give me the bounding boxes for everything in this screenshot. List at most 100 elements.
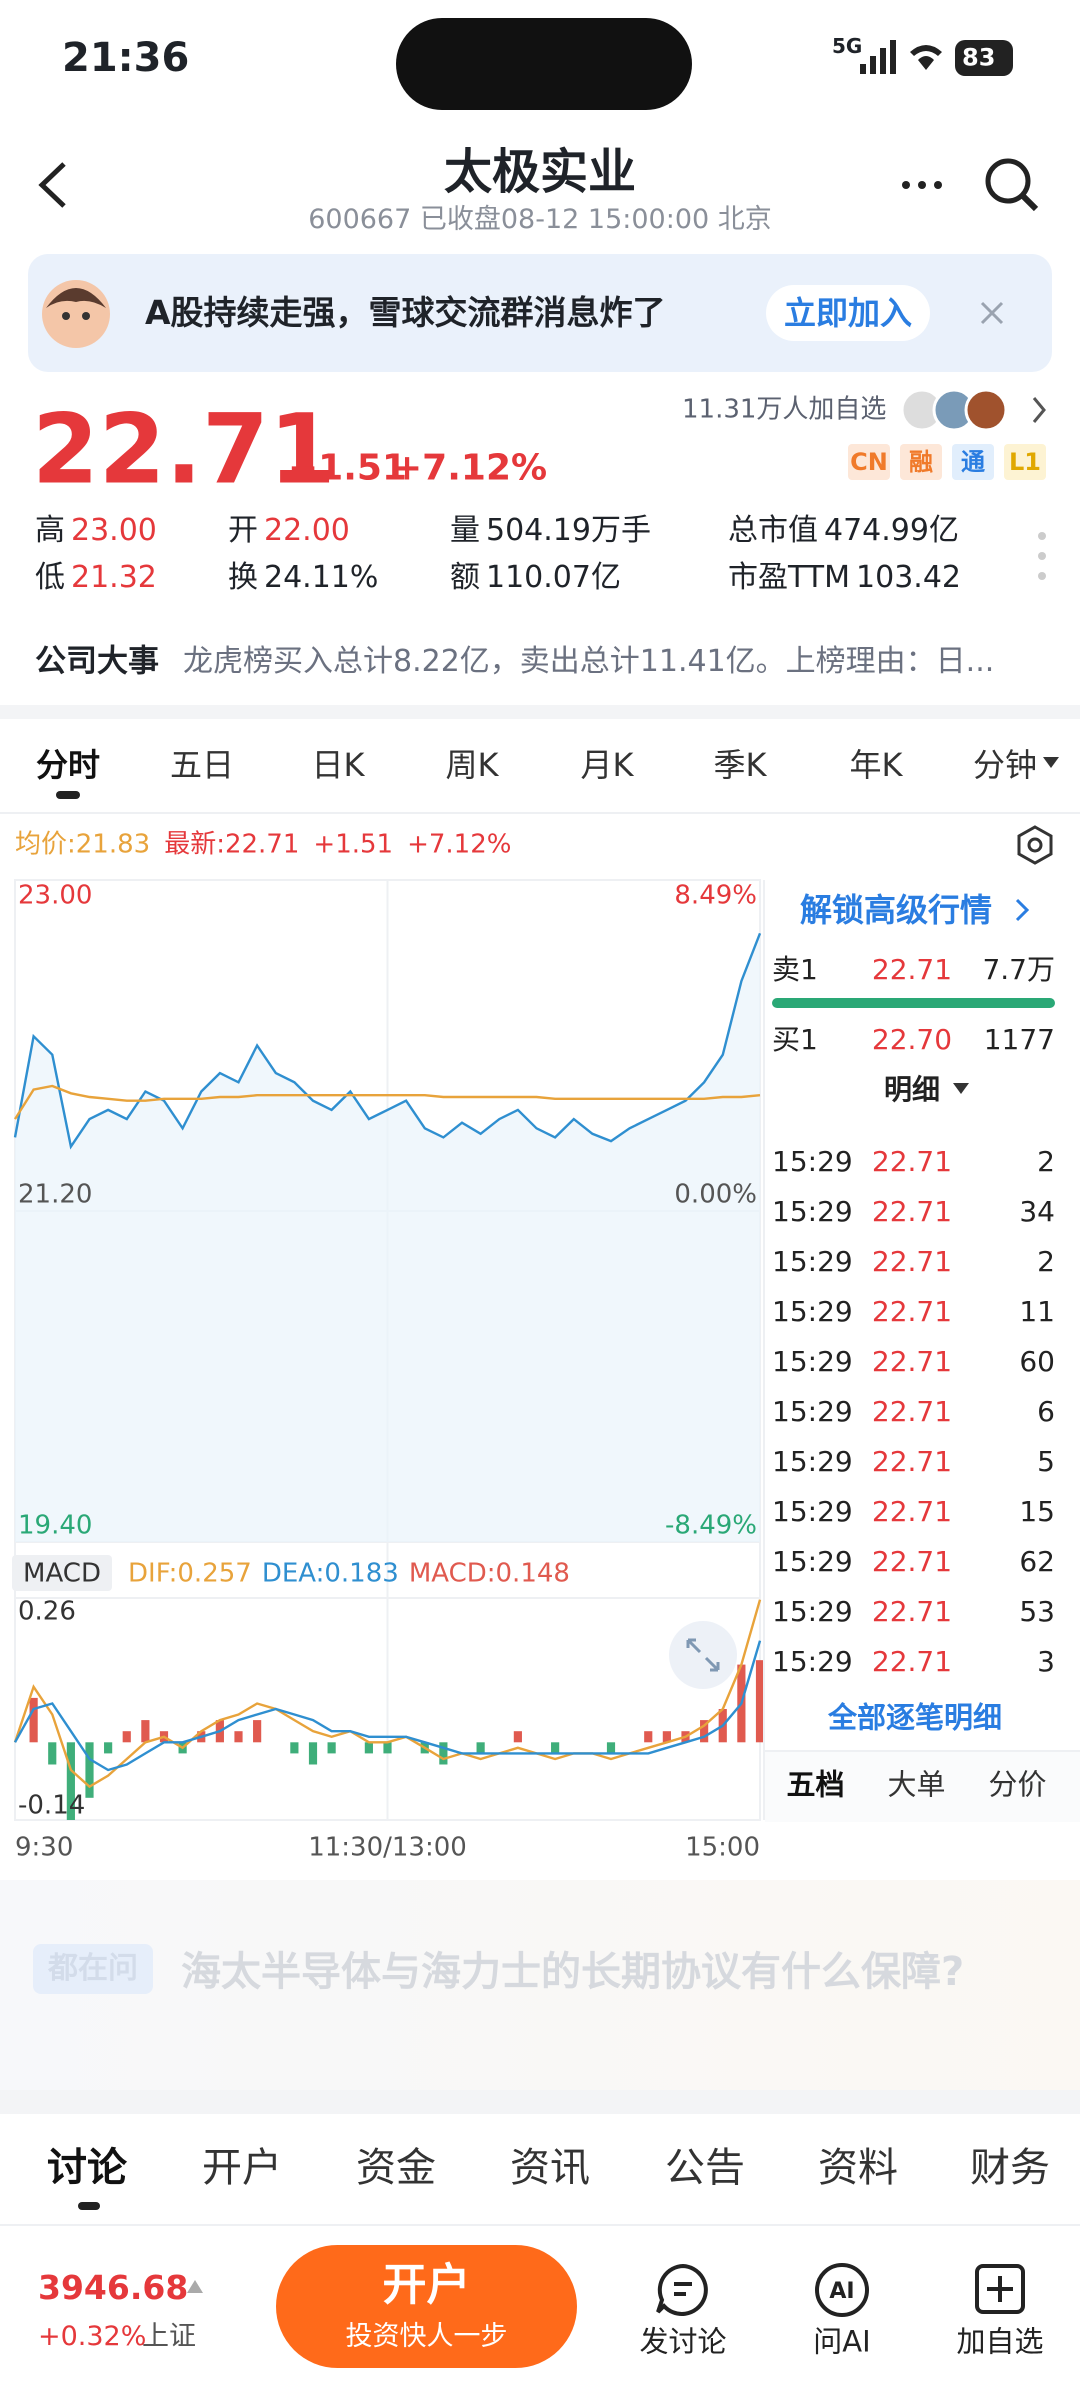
depth-bar xyxy=(772,998,1055,1008)
level-volume: 7.7万 xyxy=(982,953,1055,987)
trade-time: 15:29 xyxy=(772,1145,853,1179)
macd-line xyxy=(13,1599,762,1789)
stat-value: 22.00 xyxy=(264,513,350,548)
more-button[interactable] xyxy=(898,175,948,195)
signal-icons xyxy=(860,40,942,74)
action-label[interactable]: 加自选 xyxy=(956,2324,1044,2359)
trade-time: 15:29 xyxy=(772,1195,853,1229)
trade-price: 22.71 xyxy=(871,1445,953,1479)
trade-volume: 53 xyxy=(1019,1595,1055,1629)
trade-volume: 60 xyxy=(1019,1345,1055,1379)
macd-bar xyxy=(383,1742,392,1754)
banner-close[interactable] xyxy=(978,299,1006,327)
stat-label: 量 xyxy=(450,513,480,548)
open-account-sub[interactable]: 投资快人一步 xyxy=(345,2320,508,2352)
macd-bar xyxy=(253,1720,262,1743)
macd-bar xyxy=(606,1742,616,1754)
trade-time: 15:29 xyxy=(772,1245,853,1279)
period-tab[interactable]: 月K xyxy=(580,745,634,784)
macd-bar xyxy=(66,1742,75,1820)
unlock-link[interactable]: 解锁高级行情 xyxy=(800,890,993,929)
legend-entry: DEA:0.183 xyxy=(262,1559,399,1589)
expand-button[interactable] xyxy=(668,1620,738,1690)
stat-label: 市盈TTM xyxy=(728,560,851,595)
open-account-button[interactable] xyxy=(276,2245,577,2368)
macd-bar xyxy=(439,1742,448,1765)
stat-value: 474.99亿 xyxy=(824,513,959,548)
all-detail-link[interactable]: 全部逐笔明细 xyxy=(827,1700,1002,1735)
event-text[interactable]: 龙虎榜买入总计8.22亿，卖出总计11.41亿。上榜理由：日... xyxy=(183,644,995,679)
y-tick-label: 0.26 xyxy=(18,1597,76,1627)
trade-time: 15:29 xyxy=(772,1645,853,1679)
detail-arrow xyxy=(953,1083,969,1094)
search-button[interactable] xyxy=(982,155,1042,215)
trade-volume: 2 xyxy=(1037,1245,1055,1279)
ask-question[interactable]: 海太半导体与海力士的长期协议有什么保障? xyxy=(181,1949,965,1995)
separator xyxy=(0,2090,1080,2114)
dynamic-island xyxy=(396,18,692,110)
section-tab[interactable]: 资讯 xyxy=(510,2145,590,2191)
stat-value: 110.07亿 xyxy=(486,560,621,595)
stat-value: 21.32 xyxy=(71,560,157,595)
action-label[interactable]: 问AI xyxy=(813,2324,871,2359)
book-tab[interactable]: 大单 xyxy=(887,1767,946,1802)
trade-volume: 34 xyxy=(1019,1195,1055,1229)
banner-text: A股持续走强，雪球交流群消息炸了 xyxy=(145,293,666,333)
period-tab[interactable]: 分时 xyxy=(35,745,100,784)
battery xyxy=(955,40,1013,76)
indicator-label: MACD xyxy=(23,1559,101,1589)
period-tab[interactable]: 季K xyxy=(713,745,767,784)
macd-bar xyxy=(29,1697,38,1743)
trade-price: 22.71 xyxy=(871,1595,953,1629)
join-button-label[interactable]: 立即加入 xyxy=(783,293,912,332)
period-tab[interactable]: 五日 xyxy=(169,745,234,784)
y-tick-label: -0.14 xyxy=(18,1791,85,1821)
period-tab[interactable]: 年K xyxy=(849,745,903,784)
chart-settings[interactable] xyxy=(1015,825,1055,865)
trade-volume: 6 xyxy=(1037,1395,1055,1429)
legend-entry: DIF:0.257 xyxy=(128,1559,252,1589)
y2-tick-label: 8.49% xyxy=(674,881,757,911)
legend-entry: 最新:22.71 xyxy=(164,830,299,860)
section-tab[interactable]: 资料 xyxy=(818,2145,898,2191)
svg-text:AI: AI xyxy=(829,2279,854,2304)
stock-subtitle: 600667 已收盘08-12 15:00:00 北京 xyxy=(308,203,772,235)
join-button[interactable] xyxy=(766,285,930,341)
book-tab[interactable]: 分价 xyxy=(988,1767,1047,1802)
macd-bar xyxy=(308,1742,318,1765)
level-volume: 1177 xyxy=(983,1023,1055,1057)
stat-value: 23.00 xyxy=(71,513,157,548)
stats-more[interactable] xyxy=(1036,530,1048,582)
period-tab[interactable]: 日K xyxy=(311,745,365,784)
stat-label: 开 xyxy=(228,513,258,548)
section-tab[interactable]: 公告 xyxy=(665,2145,745,2191)
panel-divider xyxy=(763,880,765,1820)
trade-time: 15:29 xyxy=(772,1395,853,1429)
trade-time: 15:29 xyxy=(772,1445,853,1479)
detail-title: 明细 xyxy=(884,1073,941,1107)
open-account-label[interactable]: 开户 xyxy=(382,2259,471,2311)
book-tab[interactable]: 五档 xyxy=(786,1767,845,1802)
section-tab[interactable]: 讨论 xyxy=(47,2145,127,2191)
period-tab[interactable]: 周K xyxy=(445,745,499,784)
macd-bar xyxy=(290,1742,299,1754)
trade-price: 22.71 xyxy=(871,1245,953,1279)
average-line xyxy=(13,1084,761,1120)
trade-price: 22.71 xyxy=(871,1395,953,1429)
trade-time: 15:29 xyxy=(772,1595,853,1629)
section-tab[interactable]: 财务 xyxy=(970,2145,1050,2191)
trade-price: 22.71 xyxy=(871,1345,953,1379)
section-tab[interactable]: 开户 xyxy=(202,2145,282,2191)
macd-line xyxy=(13,1640,762,1772)
level-side: 卖1 xyxy=(772,953,818,987)
section-tab[interactable]: 资金 xyxy=(356,2145,436,2191)
y-tick-label: 21.20 xyxy=(18,1180,92,1210)
action-label[interactable]: 发讨论 xyxy=(639,2324,727,2359)
back-button[interactable] xyxy=(34,160,74,210)
trade-price: 22.71 xyxy=(871,1495,953,1529)
macd-bar xyxy=(104,1742,113,1754)
period-tab[interactable]: 分钟 xyxy=(972,745,1037,784)
banner-avatar xyxy=(42,280,110,348)
ask-tag-bg xyxy=(33,1944,153,1994)
tab-indicator xyxy=(56,791,80,799)
